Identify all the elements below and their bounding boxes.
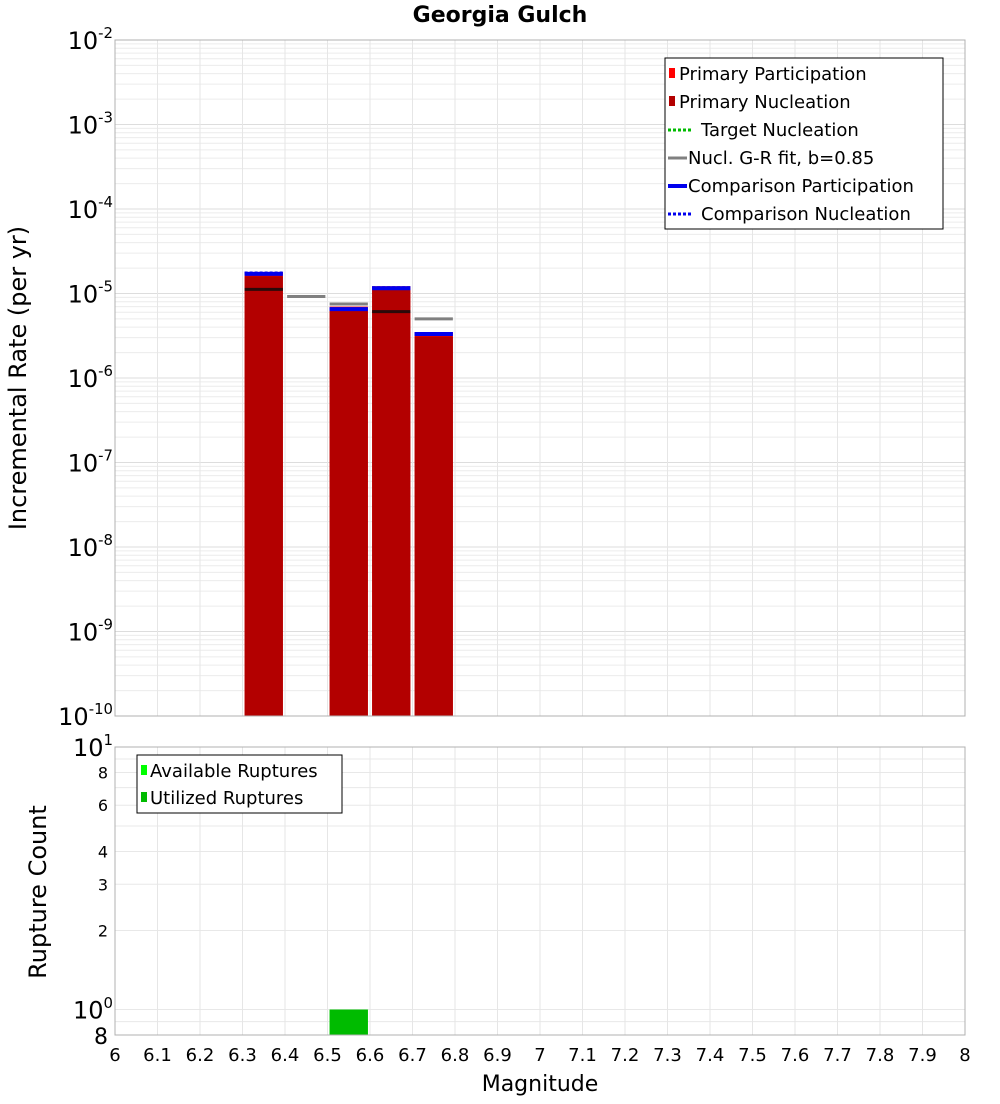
count-legend-label: Utilized Ruptures: [150, 788, 303, 809]
count-y-minor-label: 3: [98, 875, 108, 894]
legend-label: Comparison Participation: [688, 176, 914, 197]
count-axis-label: Rupture Count: [24, 805, 52, 979]
x-tick-label: 8: [959, 1045, 970, 1066]
x-tick-label: 6.3: [228, 1045, 257, 1066]
y-tick-label: 10-4: [68, 193, 113, 224]
utilized-bar: [329, 1009, 368, 1035]
y-tick-label: 10-6: [68, 362, 113, 393]
x-tick-label: 6: [109, 1045, 120, 1066]
legend-label: Primary Participation: [679, 64, 867, 85]
x-tick-label: 6.2: [186, 1045, 215, 1066]
y-axis-label: Incremental Rate (per yr): [4, 226, 32, 530]
legend-swatch: [669, 96, 675, 106]
x-tick-label: 6.6: [356, 1045, 385, 1066]
nucleation-bar: [372, 289, 411, 716]
legend-label: Nucl. G-R fit, b=0.85: [688, 148, 874, 169]
y-tick-label: 10-7: [68, 447, 113, 478]
y-tick-label: 10-3: [68, 109, 113, 140]
y-tick-label: 10-9: [68, 616, 113, 647]
y-tick-label: 10-2: [68, 24, 113, 55]
count-y-tick-label: 100: [73, 994, 113, 1025]
x-tick-label: 7: [534, 1045, 545, 1066]
count-y-minor-label: 2: [98, 922, 108, 941]
x-tick-label: 7.2: [611, 1045, 640, 1066]
nucleation-bar: [244, 276, 283, 716]
x-tick-label: 6.8: [441, 1045, 470, 1066]
legend-swatch: [669, 68, 675, 78]
count-legend-label: Available Ruptures: [150, 761, 318, 782]
count-y-minor-label: 8: [94, 1025, 108, 1050]
x-axis-label: Magnitude: [482, 1072, 599, 1097]
count-y-minor-label: 6: [98, 796, 108, 815]
count-legend-swatch: [141, 765, 147, 775]
x-tick-label: 6.9: [483, 1045, 512, 1066]
x-tick-label: 6.5: [313, 1045, 342, 1066]
legend-label: Comparison Nucleation: [701, 204, 911, 225]
x-tick-label: 6.4: [271, 1045, 300, 1066]
count-y-minor-label: 8: [98, 763, 108, 782]
legend-box: [664, 57, 944, 230]
x-tick-label: 7.4: [696, 1045, 725, 1066]
x-tick-label: 7.3: [653, 1045, 682, 1066]
x-tick-label: 7.5: [738, 1045, 767, 1066]
count-legend-swatch: [141, 792, 147, 802]
x-tick-label: 7.1: [568, 1045, 597, 1066]
x-tick-label: 6.1: [143, 1045, 172, 1066]
chart-title: Georgia Gulch: [413, 3, 588, 28]
legend-label: Primary Nucleation: [679, 92, 851, 113]
legend-label: Target Nucleation: [700, 120, 859, 141]
y-tick-label: 10-8: [68, 531, 113, 562]
nucleation-bar: [329, 311, 368, 716]
y-tick-label: 10-10: [58, 700, 113, 731]
nucleation-bar: [414, 336, 453, 716]
top-plot-frame: [114, 39, 966, 717]
count-y-tick-label: 101: [73, 731, 113, 762]
bottom-plot-frame: [114, 746, 966, 1036]
count-y-minor-label: 4: [98, 842, 108, 861]
x-tick-label: 6.7: [398, 1045, 427, 1066]
x-tick-label: 7.9: [908, 1045, 937, 1066]
x-tick-label: 7.6: [781, 1045, 810, 1066]
x-tick-label: 7.7: [823, 1045, 852, 1066]
count-legend-box: [136, 754, 343, 814]
y-tick-label: 10-5: [68, 278, 113, 309]
x-tick-label: 7.8: [866, 1045, 895, 1066]
